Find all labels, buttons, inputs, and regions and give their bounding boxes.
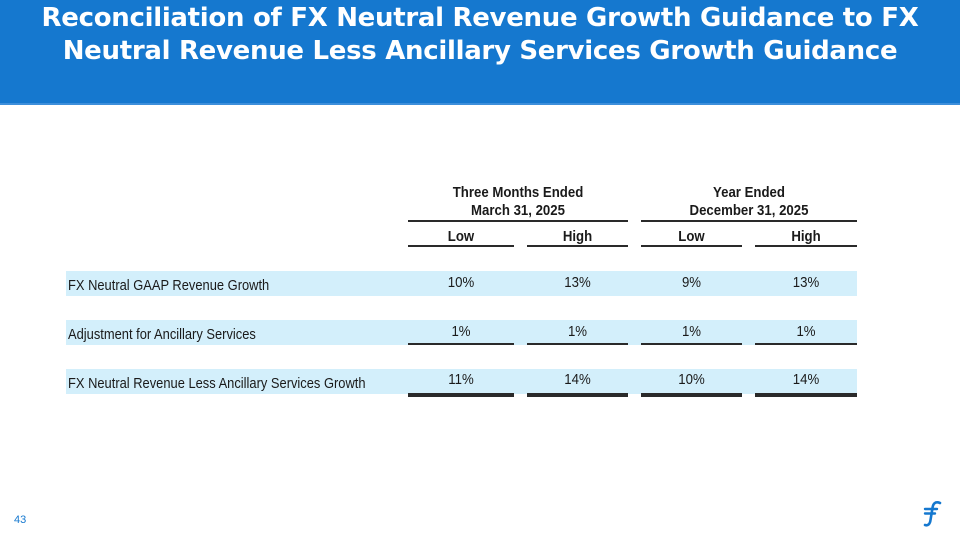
period-header-line1: Year Ended <box>713 184 785 201</box>
subtotal-rule <box>527 343 628 345</box>
row-label: FX Neutral GAAP Revenue Growth <box>68 277 270 294</box>
page-title: Reconciliation of FX Neutral Revenue Gro… <box>41 3 919 66</box>
period-rule <box>408 220 628 222</box>
table-cell: 1% <box>567 323 588 340</box>
subheader-low: Low <box>678 228 705 245</box>
total-double-rule <box>527 393 628 397</box>
period-header-line2: March 31, 2025 <box>471 202 565 219</box>
table-cell: 11% <box>448 371 474 388</box>
subheader-rule <box>755 245 857 247</box>
period-header-line2: December 31, 2025 <box>689 202 809 219</box>
subheader-high: High <box>562 228 593 245</box>
period-header-line1: Three Months Ended <box>452 184 584 201</box>
table-cell: 1% <box>681 323 702 340</box>
table-cell: 14% <box>564 371 591 388</box>
table-cell: 9% <box>681 274 702 291</box>
page-number: 43 <box>14 514 27 526</box>
table-cell: 13% <box>792 274 820 291</box>
table-cell: 13% <box>564 274 591 291</box>
subheader-low: Low <box>447 228 475 245</box>
table-cell: 14% <box>792 371 820 388</box>
row-label: Adjustment for Ancillary Services <box>68 326 256 343</box>
total-double-rule <box>755 393 857 397</box>
period-header-year: Year Ended December 31, 2025 <box>654 184 844 220</box>
row-label: FX Neutral Revenue Less Ancillary Servic… <box>68 375 366 392</box>
subheader-rule <box>408 245 514 247</box>
subheader-high: High <box>791 228 821 245</box>
brand-f-logo-icon <box>923 501 942 527</box>
subtotal-rule <box>755 343 857 345</box>
table-cell: 10% <box>447 274 475 291</box>
subheader-rule <box>527 245 628 247</box>
subtotal-rule <box>641 343 742 345</box>
period-header-three-months: Three Months Ended March 31, 2025 <box>421 184 615 220</box>
total-double-rule <box>408 393 514 397</box>
table-cell: 1% <box>796 323 816 340</box>
total-double-rule <box>641 393 742 397</box>
table-row <box>66 320 857 345</box>
table-cell: 10% <box>678 371 705 388</box>
table-cell: 1% <box>451 323 471 340</box>
subheader-rule <box>641 245 742 247</box>
table-row <box>66 369 857 394</box>
period-rule <box>641 220 857 222</box>
subtotal-rule <box>408 343 514 345</box>
title-banner: Reconciliation of FX Neutral Revenue Gro… <box>0 0 960 105</box>
table-row <box>66 271 857 296</box>
